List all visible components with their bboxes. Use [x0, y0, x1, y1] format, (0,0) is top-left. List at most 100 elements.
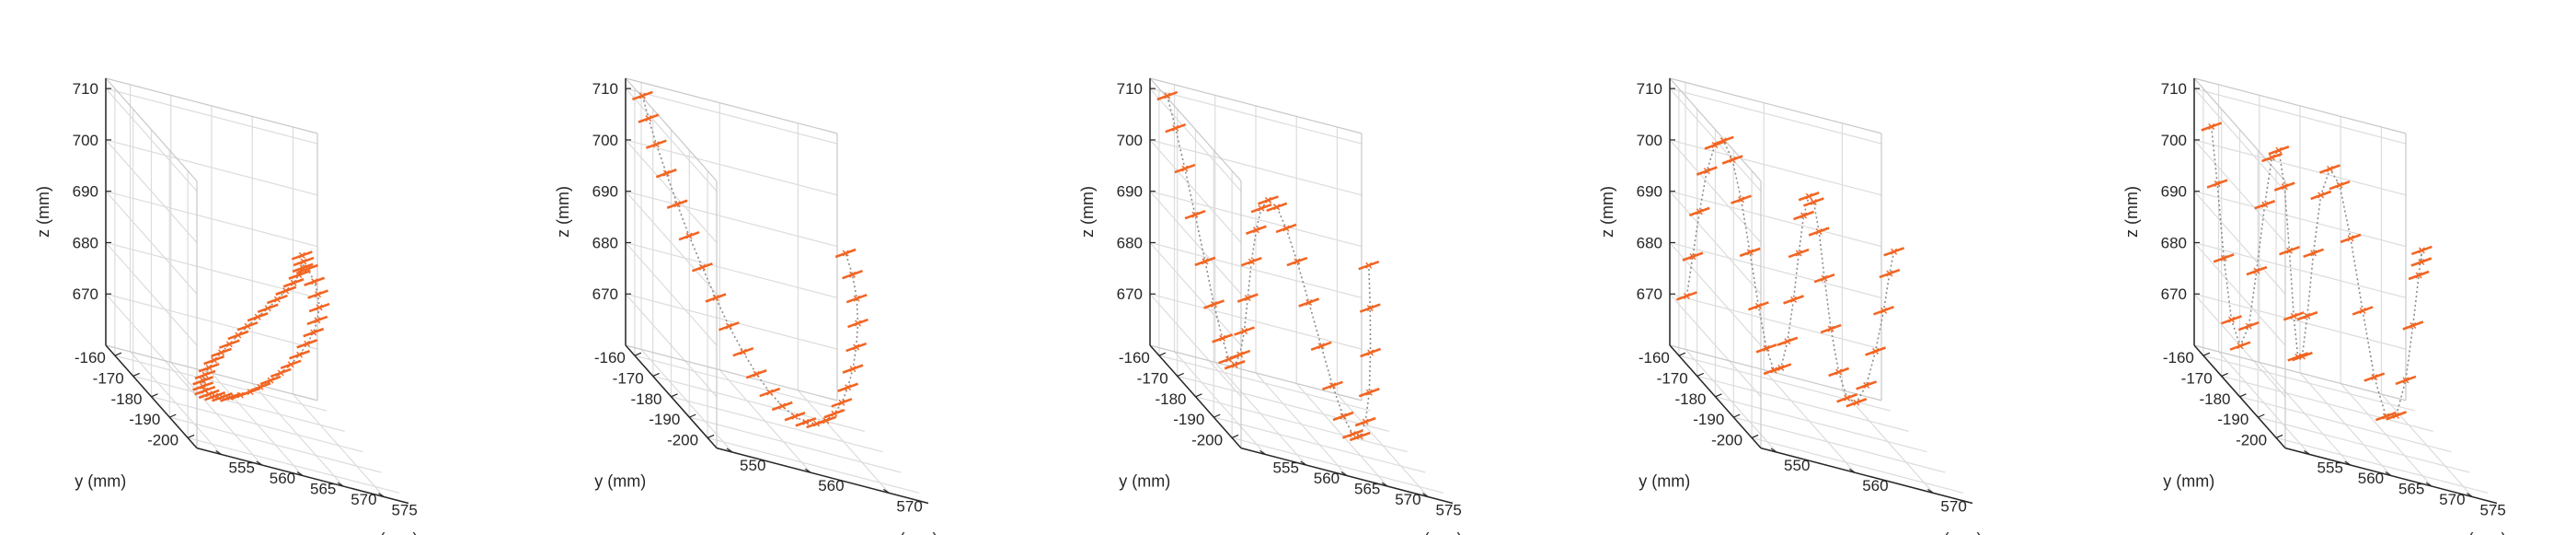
box-edge — [1149, 344, 1363, 401]
data-point — [1795, 250, 1802, 257]
x-tick-label: 560 — [1314, 470, 1340, 487]
y-axis-label: y (mm) — [1639, 472, 1690, 491]
y-tick-label: -190 — [1693, 411, 1724, 428]
data-point — [1328, 382, 1336, 390]
data-point — [1810, 198, 1817, 205]
y-tick-label: -200 — [147, 431, 178, 448]
data-point — [2382, 413, 2389, 420]
data-point — [299, 264, 306, 272]
y-tick — [1231, 434, 1239, 438]
data-point — [1366, 305, 1374, 312]
data-point — [277, 369, 284, 377]
y-tick — [187, 434, 195, 438]
data-point — [1805, 192, 1812, 200]
data-point — [300, 258, 307, 265]
x-axis-label: x (mm) — [887, 530, 938, 535]
x-tick — [2304, 450, 2310, 456]
data-point — [853, 295, 860, 302]
box-edge — [2193, 77, 2286, 181]
grid-line — [1669, 241, 1882, 298]
data-point — [1800, 212, 1808, 219]
y-tick-label: -190 — [129, 411, 160, 428]
y-axis-label: y (mm) — [2163, 472, 2214, 491]
grid-line — [652, 375, 865, 432]
data-point — [2228, 316, 2236, 323]
axes: 670 680 690 700 710 -160 -170 -180 -190 -200 550 56… — [1598, 78, 1982, 535]
data-point — [1763, 344, 1770, 352]
grid-line — [1669, 87, 1882, 145]
y-tick — [1195, 393, 1202, 398]
x-tick — [296, 471, 304, 477]
data-point — [838, 399, 845, 406]
data-point — [1827, 325, 1834, 332]
z-axis-label: z (mm) — [554, 186, 572, 238]
data-point — [712, 295, 719, 302]
x-axis-label: x (mm) — [2455, 530, 2507, 535]
grid-line — [2258, 416, 2470, 473]
box-edge — [625, 344, 838, 401]
y-tick-label: -180 — [2199, 390, 2230, 408]
x-tick-label: 565 — [310, 481, 336, 498]
grid-line — [169, 416, 382, 473]
grid-line — [1195, 396, 1408, 453]
x-tick-label: 565 — [2398, 481, 2424, 498]
y-tick-label: -170 — [93, 369, 124, 387]
grid-line — [1715, 396, 1927, 453]
data-point — [219, 393, 226, 401]
y-tick-label: -180 — [110, 390, 142, 408]
data-point — [212, 392, 219, 400]
grid-line — [625, 191, 838, 248]
chart-panel: 670 680 690 700 710 -160 -170 -180 -190 -200 555 56… — [34, 77, 418, 535]
x-tick — [2344, 460, 2352, 466]
data-point — [2275, 146, 2283, 154]
grid-line — [1669, 139, 1882, 196]
data-point — [845, 384, 852, 391]
data-point — [1349, 431, 1356, 438]
x-tick-label: 565 — [1354, 481, 1380, 498]
x-axis-label: x (mm) — [367, 530, 419, 535]
data-point — [314, 317, 321, 324]
axes: 670 680 690 700 710 -160 -170 -180 -190 -200 555 56… — [34, 78, 418, 535]
grid-line — [671, 396, 883, 453]
data-point — [1815, 227, 1823, 235]
data-point — [2402, 377, 2409, 384]
data-point — [310, 329, 317, 336]
x-tick-label: 575 — [391, 502, 417, 519]
x-tick — [1770, 448, 1777, 453]
data-point — [2347, 235, 2354, 242]
data-point — [849, 366, 857, 373]
z-tick-label: 710 — [1117, 80, 1143, 98]
y-tick — [1751, 434, 1759, 438]
series-points — [2201, 122, 2432, 422]
data-point — [2304, 312, 2311, 320]
y-tick-label: -170 — [613, 369, 644, 387]
data-point — [822, 417, 830, 425]
grid-line — [625, 139, 838, 196]
data-point — [1863, 381, 1870, 389]
x-tick — [1848, 468, 1856, 473]
z-tick-label: 670 — [73, 285, 98, 303]
data-point — [1835, 368, 1843, 376]
x-tick — [1381, 482, 1388, 487]
data-point — [264, 305, 271, 312]
z-tick-label: 680 — [2161, 234, 2187, 251]
data-point — [2253, 267, 2260, 274]
x-tick — [804, 468, 811, 473]
data-point — [227, 394, 235, 401]
data-point — [831, 410, 838, 417]
data-point — [211, 356, 218, 364]
data-point — [273, 296, 281, 303]
z-tick-label: 690 — [592, 183, 618, 201]
trajectory-path — [1166, 95, 1372, 437]
grid-line — [625, 87, 838, 145]
data-point — [1891, 248, 1898, 255]
data-point — [1181, 165, 1189, 172]
x-tick-label: 550 — [1784, 457, 1810, 474]
y-tick — [671, 393, 678, 398]
z-tick-label: 690 — [2161, 183, 2187, 201]
data-point — [267, 377, 274, 384]
x-tick — [215, 450, 222, 456]
x-tick-label: 560 — [2358, 470, 2384, 487]
x-tick — [1300, 460, 1307, 466]
series-points — [631, 90, 868, 429]
